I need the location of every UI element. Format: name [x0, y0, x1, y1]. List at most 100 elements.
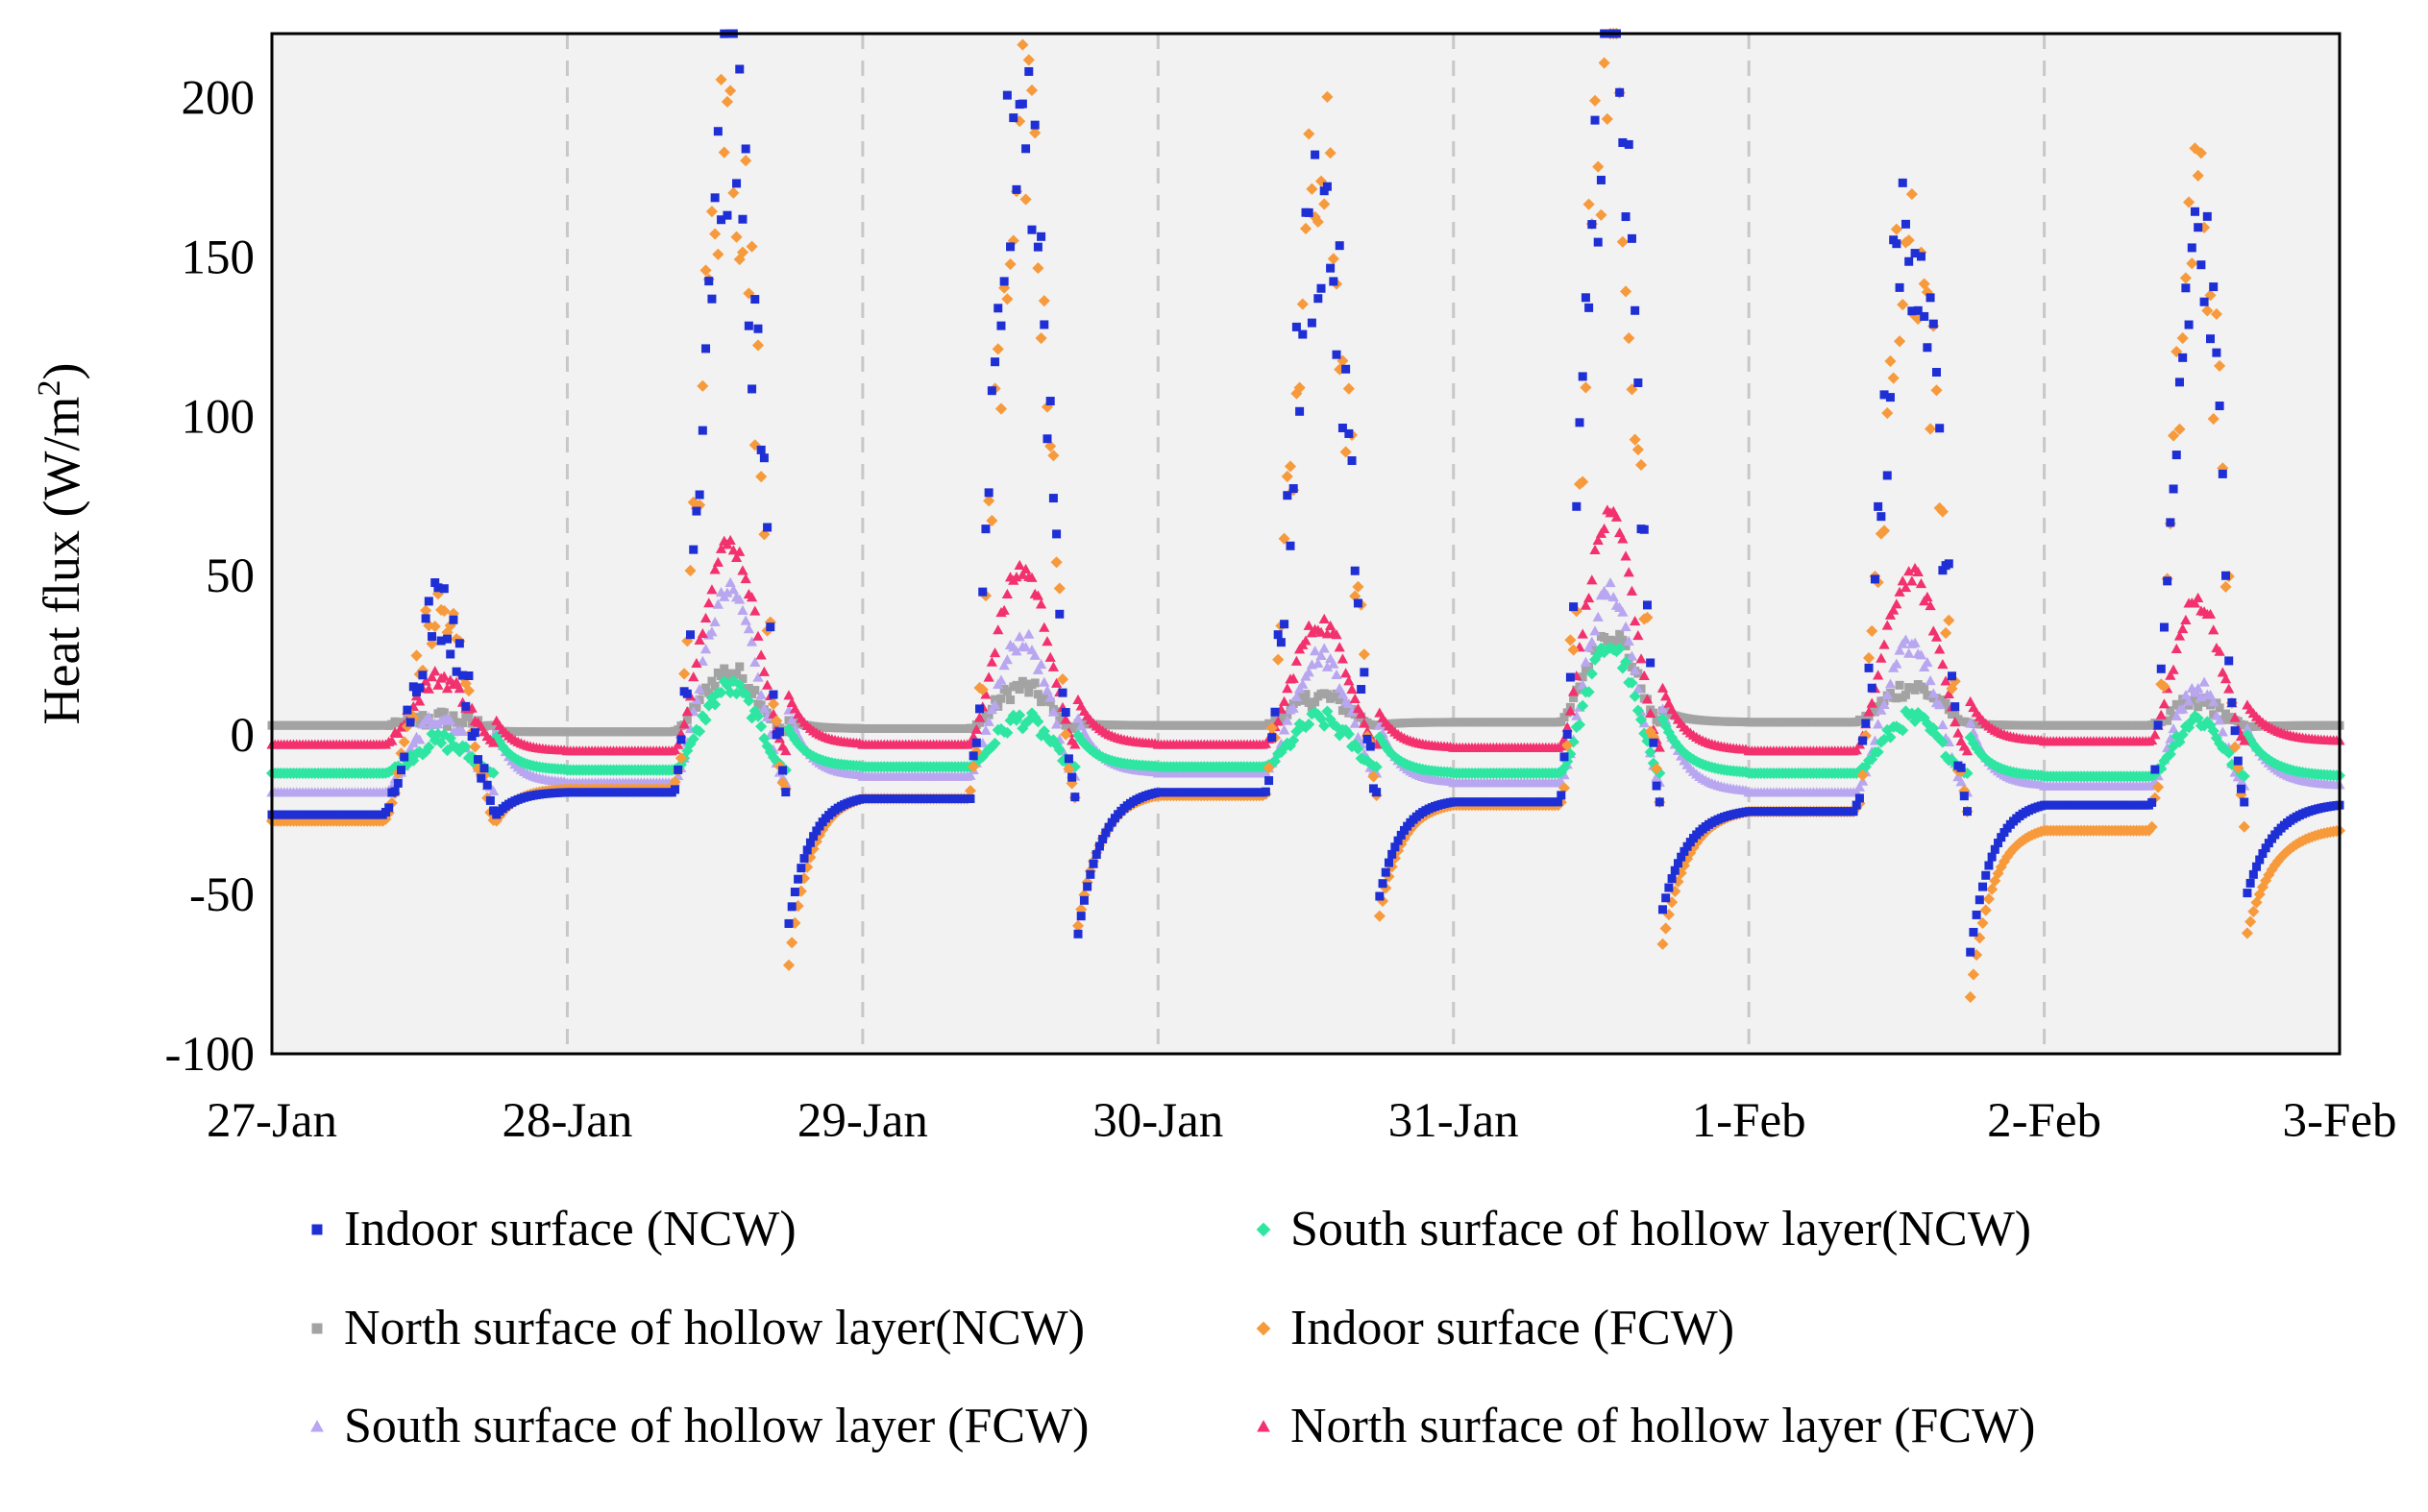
- point-indoor_ncw: [403, 705, 412, 715]
- point-north_fcw: [1564, 705, 1577, 716]
- point-north_fcw: [1961, 745, 1974, 756]
- point-south_fcw: [995, 674, 1007, 685]
- point-south_ncw: [724, 686, 737, 699]
- point-indoor_fcw: [724, 85, 737, 97]
- point-south_fcw: [1011, 646, 1022, 656]
- point-indoor_fcw: [712, 248, 724, 260]
- point-indoor_ncw: [799, 854, 809, 864]
- point-north_fcw: [1346, 684, 1358, 695]
- point-south_fcw: [1881, 689, 1893, 699]
- point-indoor_fcw: [1884, 354, 1897, 368]
- point-indoor_fcw: [776, 776, 789, 789]
- point-indoor_ncw: [1578, 372, 1587, 381]
- point-south_ncw: [1339, 723, 1352, 737]
- point-indoor_fcw: [983, 495, 995, 507]
- point-indoor_ncw: [741, 144, 750, 154]
- point-indoor_ncw: [439, 584, 449, 594]
- point-indoor_ncw: [1073, 929, 1083, 939]
- point-indoor_ncw: [1615, 87, 1625, 97]
- point-indoor_fcw: [2256, 881, 2269, 893]
- point-indoor_ncw: [1963, 807, 1973, 817]
- point-indoor_fcw: [1856, 768, 1869, 781]
- point-south_ncw: [426, 727, 438, 741]
- legend-marker-south_fcw: [310, 1420, 324, 1432]
- point-north_fcw: [2168, 664, 2179, 674]
- point-north_ncw: [2187, 695, 2196, 705]
- point-north_fcw: [2180, 614, 2192, 624]
- legend-label-indoor_ncw: Indoor surface (NCW): [344, 1202, 797, 1256]
- point-indoor_ncw: [452, 667, 461, 676]
- point-south_fcw: [1318, 643, 1330, 653]
- point-north_ncw: [418, 711, 428, 720]
- point-indoor_ncw: [421, 614, 430, 623]
- point-north_fcw: [691, 657, 702, 668]
- point-indoor_ncw: [1030, 120, 1040, 130]
- point-indoor_ncw: [1876, 512, 1886, 522]
- legend-marker-south_ncw: [1256, 1222, 1271, 1237]
- point-south_ncw: [1312, 708, 1324, 721]
- point-north_ncw: [1015, 685, 1024, 695]
- point-indoor_fcw: [2004, 846, 2017, 859]
- point-indoor_fcw: [1634, 458, 1648, 472]
- point-indoor_ncw: [1283, 491, 1292, 500]
- point-indoor_fcw: [727, 186, 740, 199]
- point-north_fcw: [1878, 639, 1890, 649]
- point-indoor_ncw: [1396, 830, 1406, 840]
- point-north_fcw: [2155, 709, 2167, 719]
- point-indoor_ncw: [1673, 859, 1682, 868]
- point-indoor_ncw: [738, 214, 748, 224]
- point-indoor_fcw: [1078, 889, 1091, 901]
- point-north_fcw: [1930, 631, 1943, 642]
- point-indoor_ncw: [2169, 484, 2178, 494]
- point-indoor_fcw: [764, 616, 776, 628]
- point-south_fcw: [1309, 646, 1321, 656]
- point-south_fcw: [722, 587, 733, 597]
- point-north_fcw: [1331, 629, 1342, 640]
- point-south_ncw: [1877, 733, 1891, 745]
- point-indoor_fcw: [1032, 262, 1044, 275]
- point-south_fcw: [1965, 718, 1976, 728]
- point-south_fcw: [2198, 676, 2210, 687]
- point-south_fcw: [1282, 715, 1293, 725]
- point-indoor_ncw: [1337, 424, 1347, 433]
- point-indoor_ncw: [2163, 576, 2172, 586]
- point-indoor_ncw: [1682, 841, 1692, 851]
- point-north_fcw: [755, 649, 767, 660]
- point-north_ncw: [1307, 702, 1316, 712]
- point-indoor_fcw: [767, 697, 780, 710]
- point-indoor_ncw: [1086, 869, 1095, 879]
- point-indoor_ncw: [2230, 726, 2240, 736]
- point-indoor_ncw: [1864, 663, 1874, 672]
- point-south_ncw: [1629, 690, 1641, 702]
- point-north_fcw: [694, 634, 705, 645]
- point-indoor_ncw: [701, 344, 711, 354]
- point-indoor_ncw: [1667, 874, 1677, 884]
- point-indoor_fcw: [2179, 272, 2192, 284]
- point-south_fcw: [2170, 710, 2182, 720]
- point-south_ncw: [1659, 719, 1672, 732]
- point-indoor_fcw: [1004, 257, 1017, 271]
- point-indoor_fcw: [968, 761, 980, 773]
- vertical-gridlines: [565, 34, 2047, 1054]
- point-south_ncw: [1631, 704, 1644, 717]
- point-indoor_fcw: [1022, 54, 1035, 66]
- point-north_fcw: [1580, 599, 1592, 610]
- point-north_fcw: [973, 712, 986, 722]
- point-north_fcw: [2146, 735, 2158, 745]
- point-indoor_ncw: [2187, 243, 2196, 253]
- point-indoor_ncw: [1920, 311, 1929, 321]
- point-south_fcw: [1919, 661, 1930, 672]
- point-north_ncw: [984, 710, 993, 719]
- point-indoor_ncw: [987, 386, 996, 396]
- point-south_ncw: [767, 751, 780, 764]
- point-north_fcw: [1934, 644, 1946, 654]
- point-indoor_ncw: [748, 384, 757, 394]
- point-indoor_ncw: [794, 874, 803, 884]
- point-south_fcw: [724, 576, 736, 587]
- point-indoor_ncw: [698, 426, 707, 435]
- point-south_ncw: [1349, 738, 1361, 750]
- point-indoor_ncw: [2156, 664, 2166, 673]
- point-north_ncw: [2218, 715, 2227, 724]
- point-indoor_ncw: [1079, 895, 1089, 905]
- point-south_fcw: [1039, 676, 1050, 687]
